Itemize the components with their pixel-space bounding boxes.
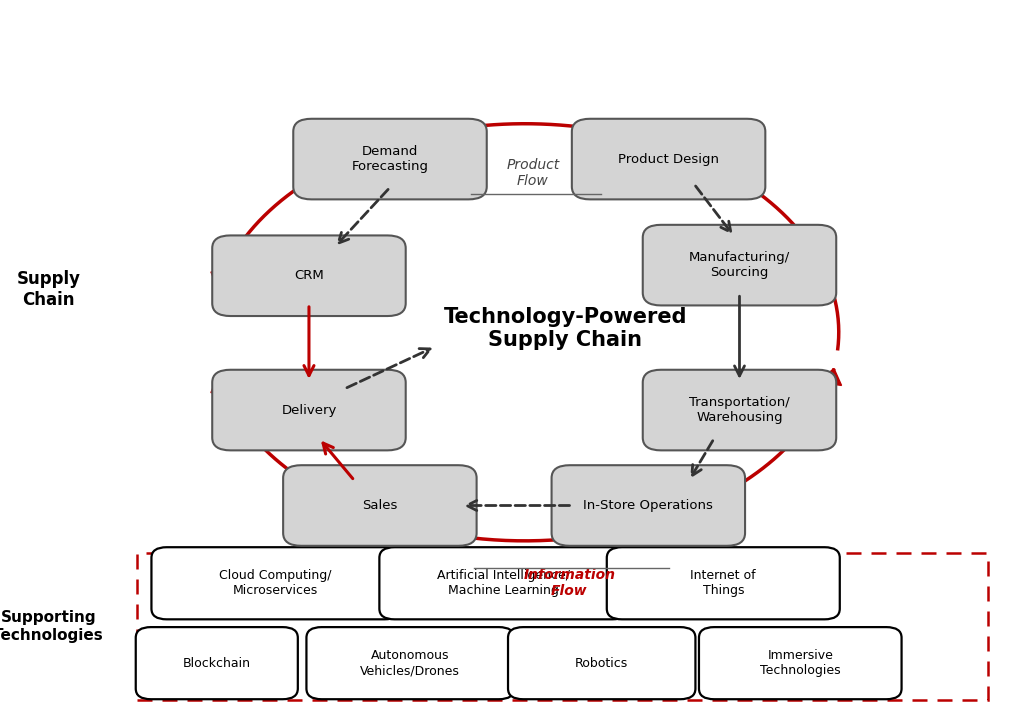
Text: In-Store Operations: In-Store Operations	[583, 499, 713, 512]
FancyBboxPatch shape	[213, 370, 405, 450]
Text: Product
Flow: Product Flow	[506, 158, 559, 188]
Polygon shape	[817, 368, 842, 385]
FancyBboxPatch shape	[571, 119, 766, 199]
Text: Supply
Chain: Supply Chain	[16, 271, 81, 309]
FancyBboxPatch shape	[607, 547, 840, 619]
FancyBboxPatch shape	[508, 627, 695, 699]
FancyBboxPatch shape	[551, 465, 746, 546]
Text: Internet of
Things: Internet of Things	[691, 569, 756, 597]
Text: Immersive
Technologies: Immersive Technologies	[760, 649, 841, 677]
FancyBboxPatch shape	[137, 553, 988, 700]
Polygon shape	[211, 271, 235, 289]
Text: Technology-Powered
Supply Chain: Technology-Powered Supply Chain	[444, 307, 687, 351]
FancyBboxPatch shape	[213, 235, 405, 316]
FancyBboxPatch shape	[152, 547, 400, 619]
Text: Product Design: Product Design	[618, 153, 719, 165]
Text: Artificial Intelligence/
Machine Learning: Artificial Intelligence/ Machine Learnin…	[437, 569, 570, 597]
FancyBboxPatch shape	[294, 119, 486, 199]
Polygon shape	[211, 375, 235, 393]
Text: Information
Flow: Information Flow	[524, 568, 615, 598]
Text: CRM: CRM	[294, 269, 324, 282]
Text: Supporting
Technologies: Supporting Technologies	[0, 610, 104, 643]
Text: Sales: Sales	[363, 499, 397, 512]
FancyBboxPatch shape	[284, 465, 476, 546]
Text: Blockchain: Blockchain	[182, 657, 251, 670]
FancyBboxPatch shape	[642, 225, 836, 305]
FancyBboxPatch shape	[699, 627, 902, 699]
FancyBboxPatch shape	[642, 370, 836, 450]
Text: Manufacturing/
Sourcing: Manufacturing/ Sourcing	[689, 251, 790, 279]
Text: Transportation/
Warehousing: Transportation/ Warehousing	[689, 396, 790, 424]
Text: Delivery: Delivery	[282, 404, 336, 416]
FancyBboxPatch shape	[306, 627, 514, 699]
FancyBboxPatch shape	[379, 547, 627, 619]
FancyBboxPatch shape	[136, 627, 298, 699]
Text: Robotics: Robotics	[575, 657, 628, 670]
Text: Autonomous
Vehicles/Drones: Autonomous Vehicles/Drones	[361, 649, 460, 677]
Text: Cloud Computing/
Microservices: Cloud Computing/ Microservices	[219, 569, 332, 597]
Text: Demand
Forecasting: Demand Forecasting	[352, 145, 428, 173]
